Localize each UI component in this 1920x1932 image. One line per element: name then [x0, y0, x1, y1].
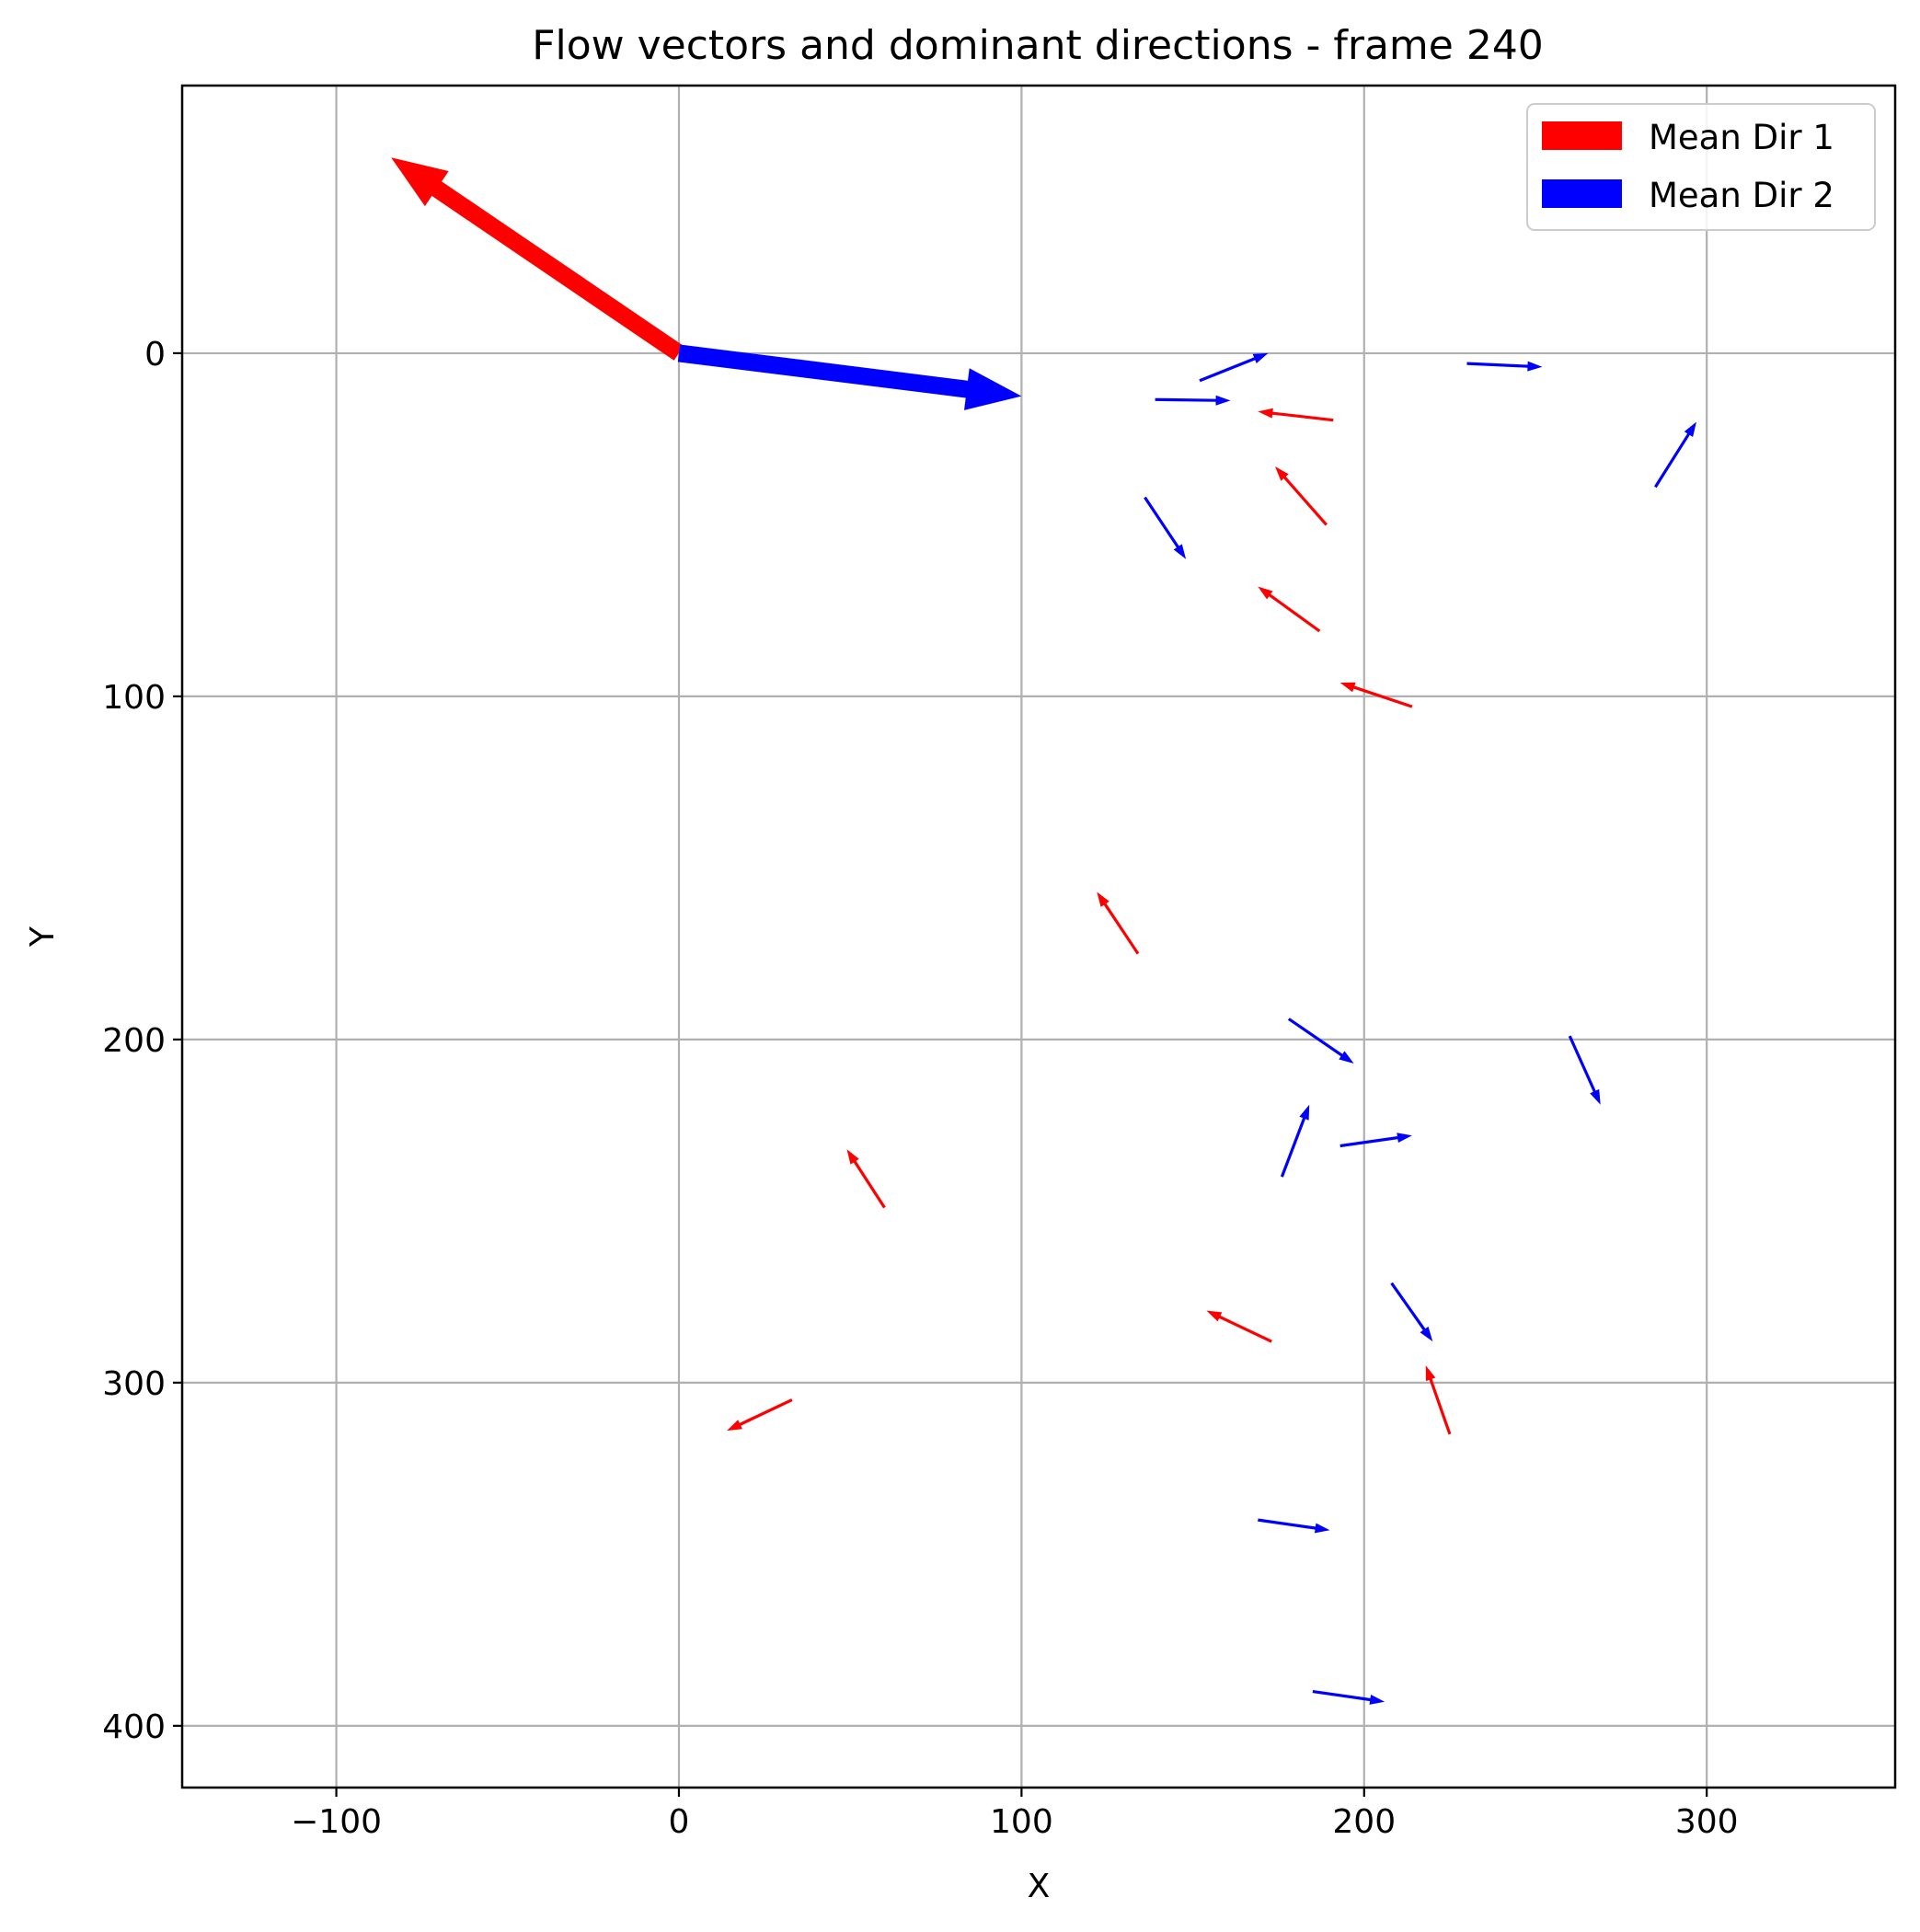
flow-vector-arrow: [1199, 352, 1269, 383]
legend-label-mean-dir-2: Mean Dir 2: [1649, 176, 1834, 215]
legend-swatch-mean-dir-2: [1542, 179, 1622, 208]
x-tick-label: 0: [669, 1803, 690, 1841]
flow-vector-arrow: [1568, 1035, 1601, 1105]
legend-swatch-mean-dir-1: [1542, 121, 1622, 150]
flow-vector-arrow: [1144, 496, 1187, 559]
legend: Mean Dir 1 Mean Dir 2: [1526, 103, 1876, 231]
y-tick-label: 100: [102, 679, 166, 717]
x-tick-label: 200: [1332, 1803, 1396, 1841]
grid: [182, 86, 1895, 1788]
x-tick-label: 300: [1675, 1803, 1739, 1841]
axis-ticks: −100 0 100 200 300 0 100 200 300 400: [102, 336, 1738, 1841]
flow-vector-arrow: [1258, 408, 1334, 422]
mean-direction-arrow-1: [391, 157, 684, 361]
flow-vector-arrow: [1258, 1518, 1330, 1534]
flow-vector-arrow: [727, 1398, 793, 1432]
y-axis-label: Y: [24, 926, 62, 948]
legend-label-mean-dir-1: Mean Dir 1: [1649, 118, 1834, 157]
mean-direction-vectors: [391, 157, 1022, 410]
flow-vector-arrow: [1097, 891, 1140, 955]
y-tick-label: 300: [102, 1365, 166, 1403]
flow-vector-arrow: [1280, 1104, 1310, 1178]
flow-vector-arrow: [1339, 682, 1413, 708]
flow-vector-arrow: [1206, 1310, 1272, 1343]
y-tick-label: 0: [144, 336, 166, 374]
x-tick-label: −100: [291, 1803, 382, 1841]
mean-direction-arrow-2: [677, 344, 1022, 410]
flow-vector-arrow: [1155, 395, 1231, 406]
flow-vector-arrow: [1287, 1018, 1354, 1064]
flow-vector-arrow: [1275, 466, 1328, 526]
flow-vector-arrow: [1425, 1365, 1452, 1435]
x-axis-label: X: [1028, 1868, 1051, 1905]
flow-vector-arrow: [1312, 1690, 1385, 1705]
x-tick-label: 100: [990, 1803, 1053, 1841]
plot-frame: [180, 84, 1897, 1789]
flow-vector-arrow: [846, 1149, 886, 1209]
y-tick-label: 200: [102, 1022, 166, 1060]
chart-title: Flow vectors and dominant directions - f…: [532, 22, 1544, 69]
flow-vector-arrow: [1339, 1133, 1412, 1148]
flow-vector-arrow: [1258, 586, 1321, 633]
flow-vectors: [727, 352, 1696, 1705]
flow-vector-arrow: [1466, 361, 1543, 372]
y-tick-label: 400: [102, 1708, 166, 1746]
flow-vector-arrow: [1654, 421, 1696, 489]
flow-vector-arrow: [1390, 1282, 1433, 1342]
